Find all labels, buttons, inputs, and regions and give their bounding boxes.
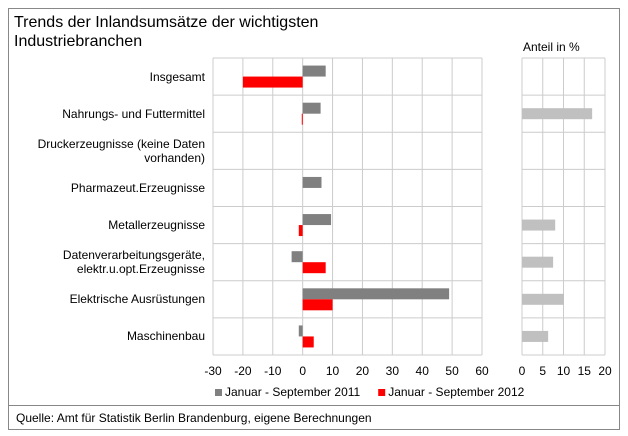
category-label: Pharmazeut.Erzeugnisse xyxy=(70,180,205,195)
bar xyxy=(522,219,556,231)
bar xyxy=(522,108,593,120)
bar xyxy=(522,330,549,342)
x-tick-label: 0 xyxy=(519,364,526,378)
panel-title: Anteil in % xyxy=(523,40,580,54)
legend-label: Januar - September 2012 xyxy=(388,385,524,399)
category-label: Maschinenbau xyxy=(126,329,205,344)
bar xyxy=(302,299,333,311)
category-label: Insgesamt xyxy=(149,69,205,84)
bar xyxy=(302,65,326,77)
x-tick-label: 10 xyxy=(557,364,571,378)
bar xyxy=(522,293,564,305)
x-tick-label: 20 xyxy=(598,364,612,378)
legend-swatch xyxy=(378,389,386,396)
category-label: Elektrische Ausrüstungen xyxy=(69,292,205,307)
bar xyxy=(302,336,314,348)
x-tick-label: 15 xyxy=(578,364,592,378)
bar xyxy=(301,113,303,125)
x-tick-label: 30 xyxy=(386,364,400,378)
category-label: Nahrungs- und Futtermittel xyxy=(62,106,205,121)
bar xyxy=(298,325,303,337)
bar xyxy=(291,251,303,263)
x-tick-label: -20 xyxy=(234,364,252,378)
x-tick-label: -30 xyxy=(204,364,222,378)
frame xyxy=(8,8,620,430)
bar xyxy=(242,76,303,88)
bar xyxy=(302,176,322,188)
x-tick-label: 50 xyxy=(445,364,459,378)
bar xyxy=(298,225,303,237)
x-tick-label: 20 xyxy=(356,364,370,378)
category-label: Druckerzeugnisse (keine Daten vorhanden) xyxy=(37,136,205,165)
x-tick-label: 60 xyxy=(475,364,489,378)
bar xyxy=(522,256,554,268)
legend-label: Januar - September 2011 xyxy=(225,385,361,399)
bar xyxy=(302,288,450,300)
chart-title: Trends der Inlandsumsätze der wichtigste… xyxy=(14,14,319,50)
bar xyxy=(302,214,332,226)
x-tick-label: 0 xyxy=(299,364,306,378)
bar xyxy=(302,262,326,274)
x-tick-label: 10 xyxy=(326,364,340,378)
legend-swatch xyxy=(215,389,222,396)
x-tick-label: -10 xyxy=(264,364,282,378)
x-tick-label: 5 xyxy=(539,364,546,378)
source: Quelle: Amt für Statistik Berlin Branden… xyxy=(16,411,372,425)
category-label: Datenverarbeitungsgeräte, elektr.u.opt.E… xyxy=(62,248,205,277)
x-tick-label: 40 xyxy=(416,364,430,378)
bar xyxy=(302,102,321,114)
category-label: Metallerzeugnisse xyxy=(108,218,205,233)
